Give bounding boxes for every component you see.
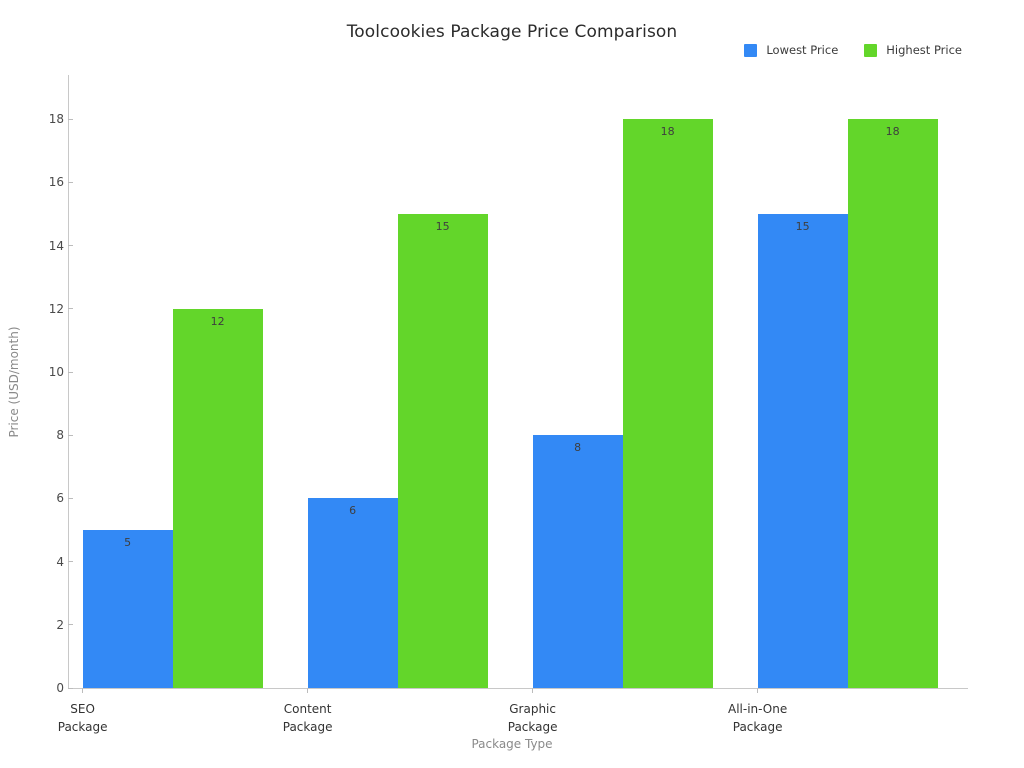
x-axis-title: Package Type bbox=[471, 737, 553, 751]
plot-area: Price (USD/month) 0 2 4 6 8 10 12 14 16 18 5 12 6 15… bbox=[7, 75, 968, 734]
bar[interactable]: 18 bbox=[847, 119, 938, 688]
y-axis-title: Price (USD/month) bbox=[7, 325, 21, 438]
x-axis-tick-label: SEO Package bbox=[57, 702, 108, 734]
bar-value-label: 12 bbox=[210, 314, 225, 328]
bar-value-label: 18 bbox=[885, 125, 900, 139]
legend-label: Lowest Price bbox=[766, 43, 839, 57]
y-axis-tick-label: 2 bbox=[56, 617, 64, 632]
chart-legend: Lowest Price Highest Price bbox=[744, 43, 962, 57]
y-axis-tick-label: 18 bbox=[48, 112, 64, 127]
x-axis-tick: Graphic Package bbox=[443, 688, 623, 736]
y-axis-tick-mark bbox=[68, 371, 73, 373]
x-axis-tick: SEO Package bbox=[0, 688, 173, 736]
bar-value-label: 15 bbox=[435, 220, 450, 234]
y-axis-tick-mark bbox=[68, 434, 73, 436]
x-axis-line bbox=[68, 688, 968, 689]
y-axis-line bbox=[68, 75, 69, 689]
bar[interactable]: 5 bbox=[82, 530, 173, 688]
bar-value-label: 6 bbox=[349, 504, 357, 518]
y-axis-tick-mark bbox=[68, 687, 73, 689]
y-axis-tick-mark bbox=[68, 181, 73, 183]
bar[interactable]: 8 bbox=[532, 435, 623, 688]
bar[interactable]: 15 bbox=[397, 214, 488, 688]
y-axis-tick: 10 bbox=[48, 365, 73, 380]
y-axis-tick-mark bbox=[68, 118, 73, 120]
y-axis-tick-mark bbox=[68, 308, 73, 310]
bar[interactable]: 15 bbox=[757, 214, 848, 688]
bar[interactable]: 6 bbox=[307, 498, 398, 688]
y-axis-tick-label: 4 bbox=[56, 554, 64, 569]
bars-layer: 5 12 6 15 8 18 15 18 bbox=[68, 75, 968, 688]
square-swatch-icon bbox=[744, 43, 758, 57]
x-axis-tick-mark bbox=[532, 688, 534, 693]
y-axis-tick-mark bbox=[68, 561, 73, 563]
bar-value-label: 5 bbox=[124, 536, 132, 550]
y-axis-tick: 18 bbox=[48, 112, 73, 127]
y-axis-tick: 16 bbox=[48, 175, 73, 190]
legend-item-lowest-price[interactable]: Lowest Price bbox=[744, 43, 838, 57]
x-axis-tick-mark bbox=[82, 688, 84, 693]
y-axis-tick-label: 16 bbox=[48, 175, 64, 190]
x-axis-tick: All-in-One Package bbox=[668, 688, 848, 736]
y-axis-tick: 0 bbox=[56, 681, 73, 695]
x-axis-tick-label: All-in-One Package bbox=[728, 702, 788, 734]
legend-label: Highest Price bbox=[886, 43, 962, 57]
x-axis-tick-mark bbox=[757, 688, 759, 693]
y-axis-tick-label: 8 bbox=[56, 428, 64, 443]
y-axis-tick: 2 bbox=[56, 617, 73, 632]
y-axis-tick: 6 bbox=[56, 491, 73, 506]
legend-item-highest-price[interactable]: Highest Price bbox=[864, 43, 962, 57]
y-axis-tick-label: 10 bbox=[48, 365, 64, 380]
chart-title: Toolcookies Package Price Comparison bbox=[346, 22, 678, 42]
y-axis-tick-label: 6 bbox=[56, 491, 64, 506]
y-axis-tick-label: 12 bbox=[48, 301, 64, 316]
y-axis-tick-mark bbox=[68, 497, 73, 499]
bar-value-label: 8 bbox=[574, 441, 582, 455]
y-axis-tick: 12 bbox=[48, 301, 73, 316]
y-axis-tick-label: 14 bbox=[48, 238, 64, 253]
y-axis-tick-label: 0 bbox=[56, 681, 64, 695]
y-axis-tick: 4 bbox=[56, 554, 73, 569]
bar[interactable]: 12 bbox=[172, 308, 263, 688]
x-axis-tick-label: Content Package bbox=[282, 702, 333, 734]
x-axis-tick-mark bbox=[307, 688, 309, 693]
x-axis-tick: Content Package bbox=[218, 688, 398, 736]
square-swatch-icon bbox=[864, 43, 878, 57]
bar-value-label: 18 bbox=[660, 125, 675, 139]
bar[interactable]: 18 bbox=[622, 119, 713, 688]
y-axis-tick: 8 bbox=[56, 428, 73, 443]
y-axis-tick: 14 bbox=[48, 238, 73, 253]
bar-value-label: 15 bbox=[795, 220, 810, 234]
y-axis-tick-mark bbox=[68, 245, 73, 247]
x-axis-tick-label: Graphic Package bbox=[507, 702, 558, 734]
y-axis-tick-mark bbox=[68, 624, 73, 626]
